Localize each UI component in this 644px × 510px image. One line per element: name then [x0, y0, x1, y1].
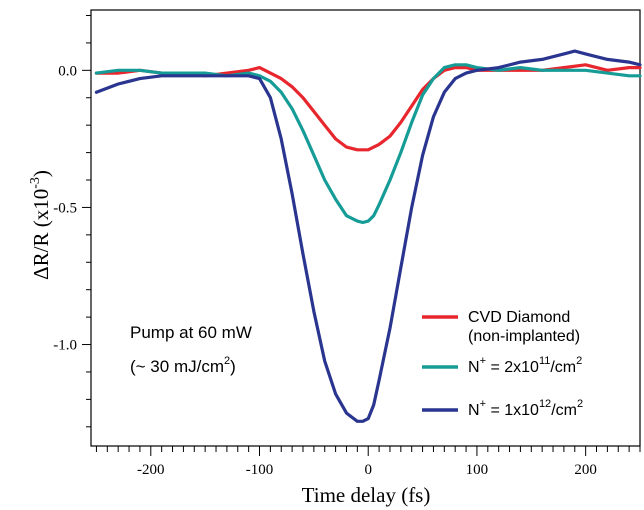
legend-label-1e12-sup3: 2 — [577, 398, 583, 410]
legend-label-1e12-sup: + — [480, 398, 486, 410]
legend-label-2e11: N+ = 2x1011/cm2 — [468, 355, 582, 376]
y-tick-label: 0.0 — [58, 63, 77, 79]
y-tick-label: -1.0 — [53, 338, 77, 354]
x-axis-title: Time delay (fs) — [302, 483, 431, 507]
legend: CVD Diamond (non-implanted) N+ = 2x1011/… — [422, 309, 583, 419]
y-axis-title-close: ) — [29, 170, 53, 177]
x-tick-label: -100 — [246, 462, 274, 478]
x-tick-label: 200 — [574, 462, 597, 478]
y-tick-label: -0.5 — [53, 200, 77, 216]
legend-label-2e11-n: N — [468, 359, 480, 376]
annotation-line2-post: ) — [230, 357, 236, 376]
legend-label-1e12-n: N — [468, 402, 480, 419]
legend-label-1e12-sup2: 12 — [539, 398, 551, 410]
annotation: Pump at 60 mW (~ 30 mJ/cm2) — [130, 323, 252, 376]
annotation-line2: (~ 30 mJ/cm2) — [130, 355, 236, 376]
legend-label-2e11-sup3: 2 — [576, 355, 582, 367]
series-line-2e11 — [94, 63, 642, 225]
legend-label-2e11-mid: = 2x10 — [486, 359, 539, 376]
annotation-line2-pre: (~ 30 mJ/cm — [130, 357, 224, 376]
legend-label-2e11-post: /cm — [550, 359, 576, 376]
legend-label-2e11-sup2: 11 — [539, 355, 550, 367]
series-line-1e12 — [94, 49, 642, 423]
series-line-cvd-diamond — [94, 63, 642, 152]
x-tick-label: 100 — [466, 462, 489, 478]
legend-label-2e11-sup: + — [480, 355, 486, 367]
plot-frame — [90, 9, 641, 447]
legend-label-1e12-post: /cm — [551, 402, 577, 419]
legend-label-cvd-line2: (non-implanted) — [468, 328, 580, 345]
series-layer — [94, 49, 642, 423]
annotation-line2-sup: 2 — [224, 355, 230, 367]
y-axis-title: ΔR/R (x10-3) — [28, 170, 53, 280]
legend-label-1e12-mid: = 1x10 — [486, 402, 539, 419]
annotation-line1: Pump at 60 mW — [130, 323, 252, 342]
y-axis-title-main: ΔR/R (x10 — [29, 189, 53, 280]
x-tick-label: -200 — [137, 462, 165, 478]
legend-label-cvd: CVD Diamond — [468, 309, 570, 326]
x-tick-label: 0 — [364, 462, 372, 478]
legend-label-1e12: N+ = 1x1012/cm2 — [468, 398, 583, 419]
axes: -200 -100 0 100 200 0.0 -0.5 -1.0 — [53, 9, 641, 478]
y-axis-title-exp: -3 — [28, 177, 43, 189]
